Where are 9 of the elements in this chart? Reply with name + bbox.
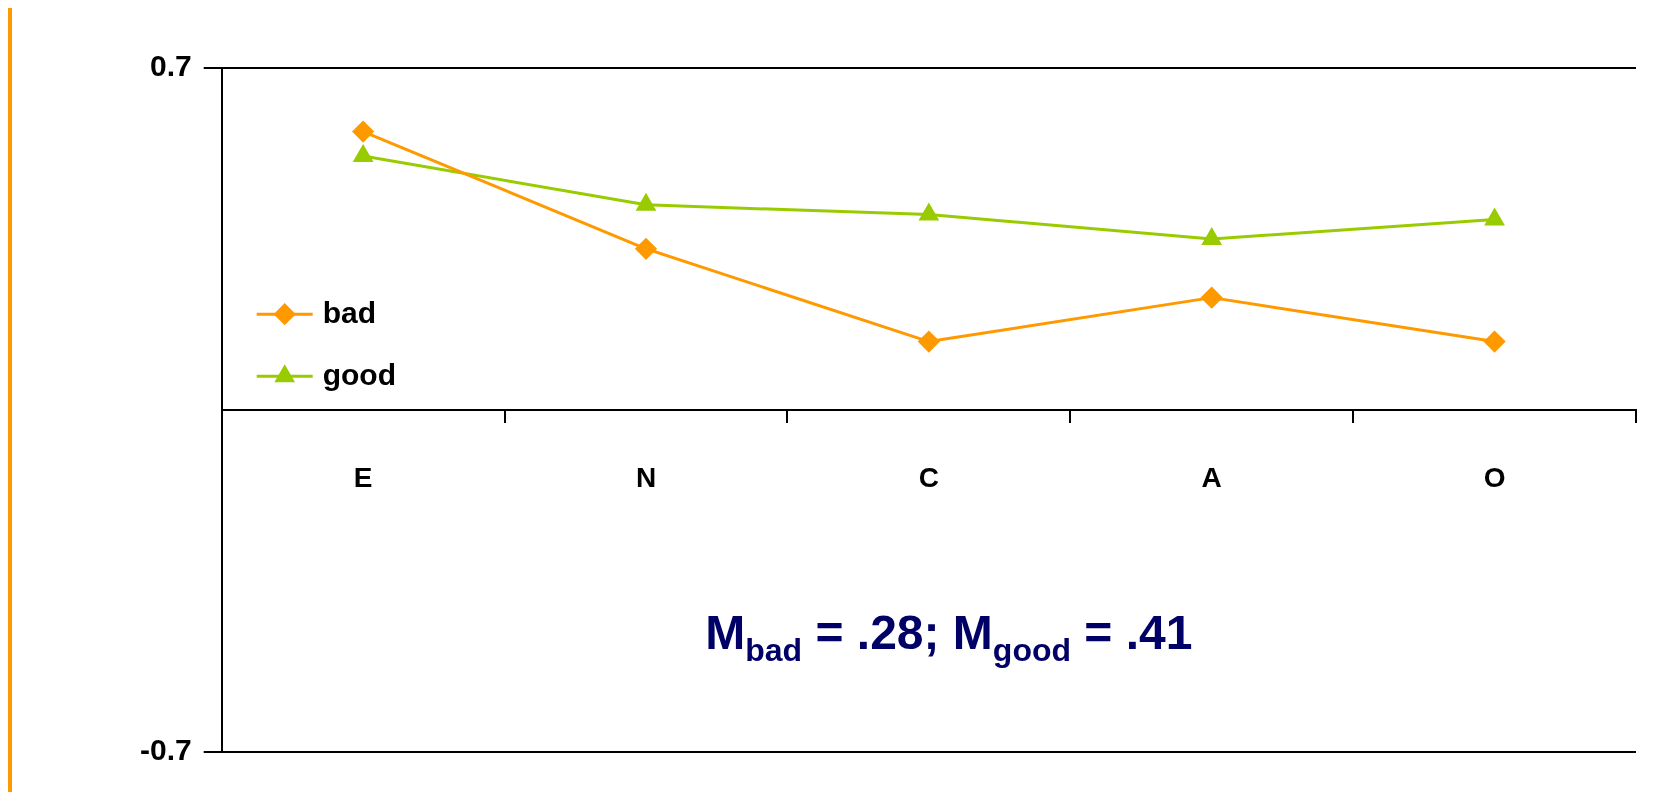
x-tick-label: N	[635, 461, 657, 493]
x-tick-label: E	[353, 461, 373, 493]
x-tick-label: O	[1483, 461, 1506, 493]
x-tick-label: A	[1201, 461, 1222, 493]
x-tick-label: C	[918, 461, 939, 493]
legend-label: good	[322, 357, 397, 391]
y-tick-label: 0.7	[149, 49, 192, 83]
legend-label: bad	[322, 295, 377, 329]
y-tick-label: -0.7	[139, 733, 192, 767]
